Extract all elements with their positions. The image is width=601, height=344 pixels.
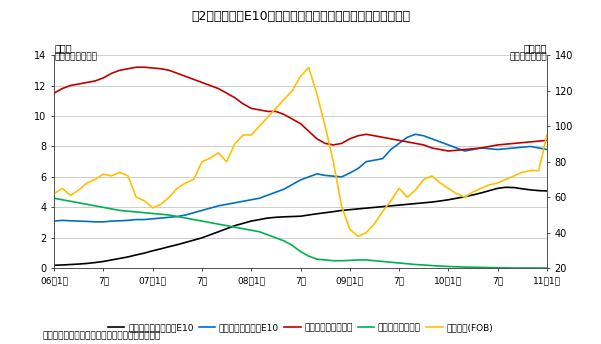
Text: 販売量: 販売量 <box>54 43 72 53</box>
Text: 図2　ガソホーE10およびベンジンの販売量と原油価格の推移: 図2 ガソホーE10およびベンジンの販売量と原油価格の推移 <box>191 10 410 23</box>
Text: 原油価格: 原油価格 <box>523 43 547 53</box>
Text: 米ドル／バレル: 米ドル／バレル <box>509 52 547 62</box>
Text: 資料：タイエネルギー省、米国エネルギー情報局: 資料：タイエネルギー省、米国エネルギー情報局 <box>42 332 160 341</box>
Legend: レギュラーガソホーE10, ハイオクガソホーE10, レギュラーガソリン, ハイオクガソリン, 原油価格(FOB): レギュラーガソホーE10, ハイオクガソホーE10, レギュラーガソリン, ハイ… <box>105 320 496 336</box>
Text: 百万リットル／日: 百万リットル／日 <box>54 52 97 62</box>
